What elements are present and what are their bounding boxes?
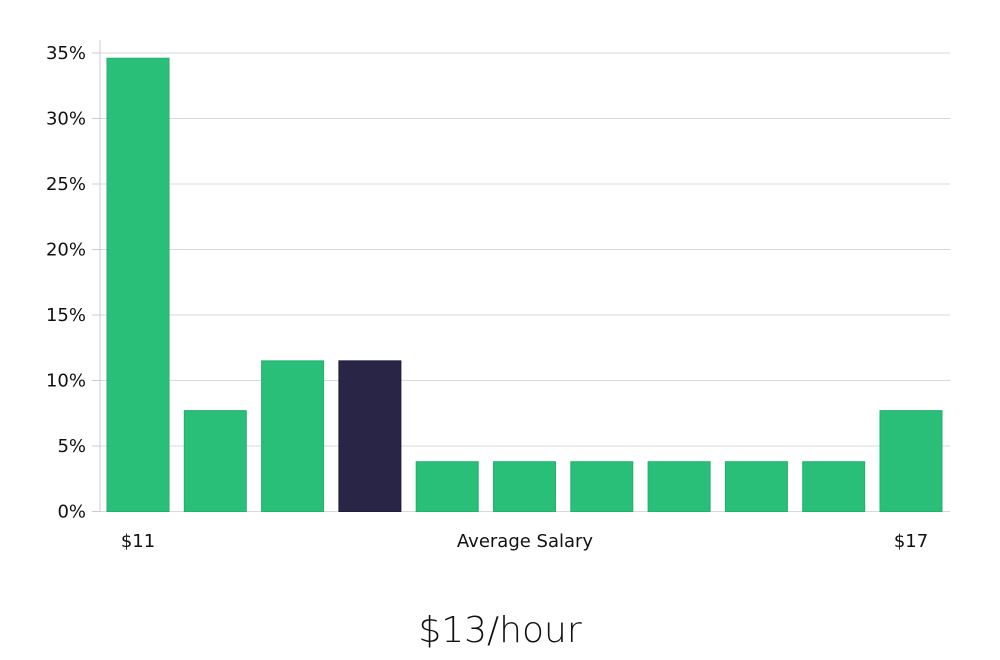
histogram-bar [570, 461, 634, 512]
histogram-bar [106, 57, 170, 513]
y-tick-label: 20% [46, 240, 86, 261]
y-tick-label: 30% [46, 109, 86, 130]
y-tick-label: 15% [46, 305, 86, 326]
histogram-bar [183, 410, 247, 513]
x-max-label: $17 [894, 531, 928, 552]
y-tick-label: 0% [57, 502, 86, 523]
y-tick-label: 10% [46, 371, 86, 392]
average-salary-value: $13/hour [418, 610, 582, 651]
x-min-label: $11 [121, 531, 155, 552]
histogram-bar [261, 360, 325, 512]
salary-histogram: 0% 5% 10% 15% 20% 25% 30% 35% $11 Average Salary $… [46, 40, 950, 552]
histogram-bar [724, 461, 788, 512]
histogram-bar [493, 461, 556, 512]
histogram-bar [879, 410, 943, 513]
y-tick-label: 25% [46, 174, 86, 195]
histogram-bar [647, 461, 711, 512]
highlighted-bar [338, 360, 402, 512]
histogram-bar [802, 461, 866, 512]
histogram-bar [415, 461, 479, 512]
y-tick-label: 5% [57, 436, 86, 457]
x-axis-title: Average Salary [457, 531, 594, 552]
y-tick-label: 35% [46, 43, 86, 64]
